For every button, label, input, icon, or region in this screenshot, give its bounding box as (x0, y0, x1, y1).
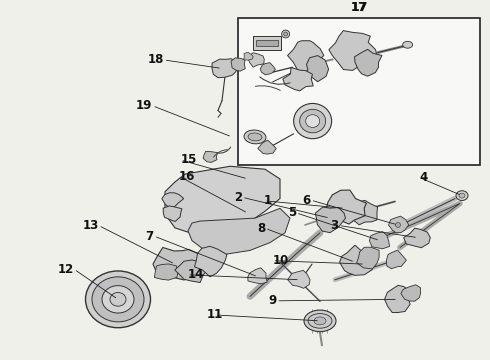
Polygon shape (401, 285, 420, 301)
Text: 6: 6 (302, 194, 311, 207)
Text: 17: 17 (350, 1, 368, 14)
Ellipse shape (110, 292, 126, 306)
Ellipse shape (282, 30, 290, 38)
Ellipse shape (248, 133, 262, 141)
Polygon shape (258, 140, 276, 154)
Polygon shape (165, 166, 280, 233)
Polygon shape (288, 270, 310, 288)
Ellipse shape (102, 285, 134, 313)
Text: 18: 18 (147, 53, 164, 66)
Polygon shape (163, 206, 182, 221)
Text: 16: 16 (179, 170, 196, 183)
Polygon shape (153, 247, 203, 280)
Polygon shape (340, 245, 374, 275)
Polygon shape (283, 67, 313, 91)
Polygon shape (306, 55, 329, 82)
Text: 2: 2 (234, 191, 242, 204)
Polygon shape (203, 152, 218, 162)
Polygon shape (326, 190, 367, 224)
Polygon shape (355, 49, 382, 76)
Ellipse shape (294, 103, 332, 139)
Text: 9: 9 (268, 294, 276, 307)
Ellipse shape (308, 314, 332, 328)
Text: 12: 12 (58, 263, 74, 276)
Text: 4: 4 (419, 171, 428, 184)
Ellipse shape (306, 115, 319, 127)
Polygon shape (385, 285, 413, 312)
Text: 1: 1 (264, 194, 272, 207)
Polygon shape (387, 250, 406, 269)
Text: 8: 8 (257, 222, 265, 235)
Polygon shape (175, 260, 208, 283)
Polygon shape (389, 216, 409, 233)
Polygon shape (288, 41, 324, 74)
Text: 3: 3 (330, 219, 339, 232)
Bar (253, 36, 281, 50)
Ellipse shape (304, 310, 336, 332)
Ellipse shape (459, 193, 465, 198)
Ellipse shape (314, 317, 326, 325)
Text: 17: 17 (351, 1, 367, 14)
Polygon shape (404, 228, 430, 248)
Bar (238, 18, 480, 165)
Text: 10: 10 (272, 254, 289, 267)
Text: 15: 15 (180, 153, 197, 166)
Polygon shape (162, 193, 184, 207)
Polygon shape (212, 59, 238, 78)
Text: 5: 5 (288, 206, 296, 219)
Ellipse shape (85, 271, 150, 328)
Polygon shape (316, 207, 345, 233)
Polygon shape (195, 246, 227, 277)
Polygon shape (369, 232, 390, 249)
Bar (256, 40, 278, 46)
Ellipse shape (395, 222, 400, 228)
Polygon shape (352, 201, 377, 225)
Ellipse shape (456, 191, 468, 201)
Polygon shape (154, 264, 178, 280)
Polygon shape (188, 208, 290, 254)
Ellipse shape (244, 130, 266, 144)
Polygon shape (244, 52, 253, 60)
Polygon shape (248, 268, 267, 284)
Polygon shape (260, 63, 275, 75)
Ellipse shape (284, 32, 288, 36)
Text: 13: 13 (82, 219, 98, 232)
Polygon shape (248, 53, 264, 67)
Text: 14: 14 (187, 268, 204, 281)
Text: 7: 7 (146, 230, 154, 243)
Ellipse shape (403, 41, 413, 48)
Text: 19: 19 (136, 99, 152, 112)
Polygon shape (329, 31, 377, 71)
Text: 11: 11 (206, 309, 223, 321)
Ellipse shape (92, 277, 144, 322)
Ellipse shape (300, 109, 326, 133)
Polygon shape (231, 58, 245, 71)
Polygon shape (357, 247, 379, 269)
